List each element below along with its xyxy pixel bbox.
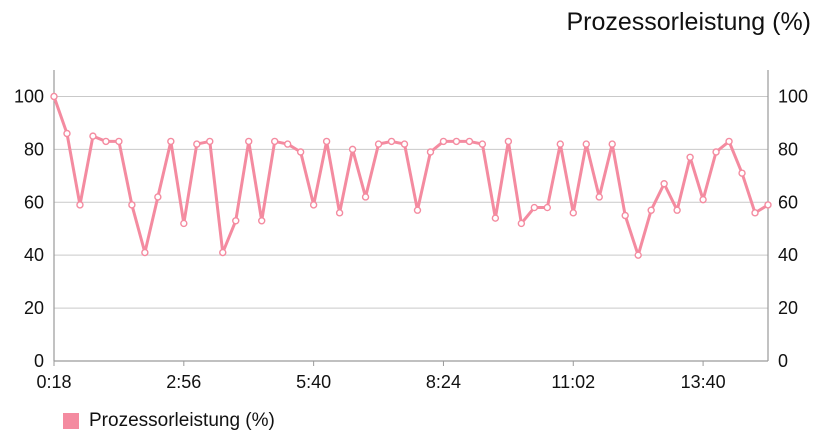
data-point	[595, 193, 603, 201]
data-point	[569, 209, 577, 217]
data-point	[128, 201, 136, 209]
data-point	[712, 148, 720, 156]
y-tick-label-right: 100	[778, 86, 808, 106]
data-point	[543, 203, 552, 212]
x-tick-label: 2:56	[166, 372, 201, 392]
data-point	[322, 137, 331, 146]
y-tick-label-left: 80	[24, 139, 44, 159]
data-point	[309, 201, 318, 209]
data-point	[76, 201, 84, 209]
data-point	[180, 219, 188, 228]
data-point	[517, 219, 526, 228]
data-point	[50, 92, 58, 101]
data-point	[452, 137, 461, 146]
data-point	[219, 248, 227, 257]
data-point	[206, 137, 214, 146]
data-point	[141, 248, 149, 257]
y-tick-label-right: 40	[778, 245, 798, 265]
grid-lines	[54, 95, 768, 309]
data-point	[283, 140, 292, 148]
data-point	[686, 153, 694, 162]
data-point	[439, 137, 448, 146]
x-tick-label: 5:40	[296, 372, 331, 392]
data-point	[387, 137, 396, 146]
data-point	[335, 209, 344, 217]
data-point	[582, 140, 590, 148]
data-point	[491, 214, 500, 222]
data-point	[348, 145, 357, 154]
legend: Prozessorleistung (%)	[63, 410, 275, 432]
legend-swatch	[63, 413, 79, 429]
data-point	[270, 137, 279, 146]
data-point	[89, 132, 97, 140]
x-tick-label: 8:24	[426, 372, 461, 392]
y-tick-label-right: 0	[778, 351, 788, 371]
y-tick-label-left: 40	[24, 245, 44, 265]
data-point	[154, 193, 162, 201]
data-point	[764, 201, 772, 209]
data-point	[660, 180, 668, 188]
y-tick-label-left: 0	[34, 351, 44, 371]
x-tick-label: 0:18	[36, 372, 71, 392]
x-axis-ticks: 0:18 2:56 5:40 8:24 11:02 13:40	[36, 361, 726, 392]
y-tick-label-left: 100	[14, 86, 44, 106]
data-point	[296, 148, 305, 156]
data-point	[115, 137, 123, 146]
series-group	[50, 92, 772, 259]
data-point	[530, 203, 539, 212]
data-point	[193, 140, 201, 148]
data-point	[63, 129, 71, 138]
data-point	[426, 148, 435, 156]
data-point	[504, 137, 513, 146]
data-point	[232, 217, 240, 225]
data-point	[400, 140, 409, 148]
data-point	[361, 193, 370, 201]
chart-title: Prozessorleistung (%)	[566, 8, 811, 36]
data-point	[374, 140, 383, 148]
legend-label: Prozessorleistung (%)	[89, 410, 275, 431]
data-point	[673, 206, 681, 214]
data-point	[258, 217, 266, 225]
data-point	[647, 206, 655, 214]
data-point	[413, 206, 422, 214]
data-point	[167, 137, 175, 146]
data-point	[608, 140, 616, 148]
y-axis-left-ticks: 0 20 40 60 80 100	[14, 86, 44, 371]
x-tick-label: 13:40	[681, 372, 726, 392]
axes	[53, 70, 769, 362]
y-tick-label-right: 80	[778, 139, 798, 159]
data-point	[634, 251, 642, 259]
y-tick-label-left: 20	[24, 298, 44, 318]
data-point	[465, 137, 474, 146]
data-point	[102, 137, 110, 146]
data-point	[725, 137, 733, 146]
data-point	[751, 209, 759, 217]
data-point	[245, 137, 253, 146]
y-tick-label-right: 60	[778, 192, 798, 212]
data-point	[738, 169, 746, 177]
data-point	[699, 195, 707, 204]
data-point	[556, 140, 564, 148]
data-point	[478, 140, 487, 148]
y-axis-right-ticks: 0 20 40 60 80 100	[778, 86, 808, 371]
data-point	[621, 211, 629, 220]
y-tick-label-right: 20	[778, 298, 798, 318]
x-tick-label: 11:02	[551, 372, 595, 392]
series-line	[52, 94, 770, 257]
y-tick-label-left: 60	[24, 192, 44, 212]
